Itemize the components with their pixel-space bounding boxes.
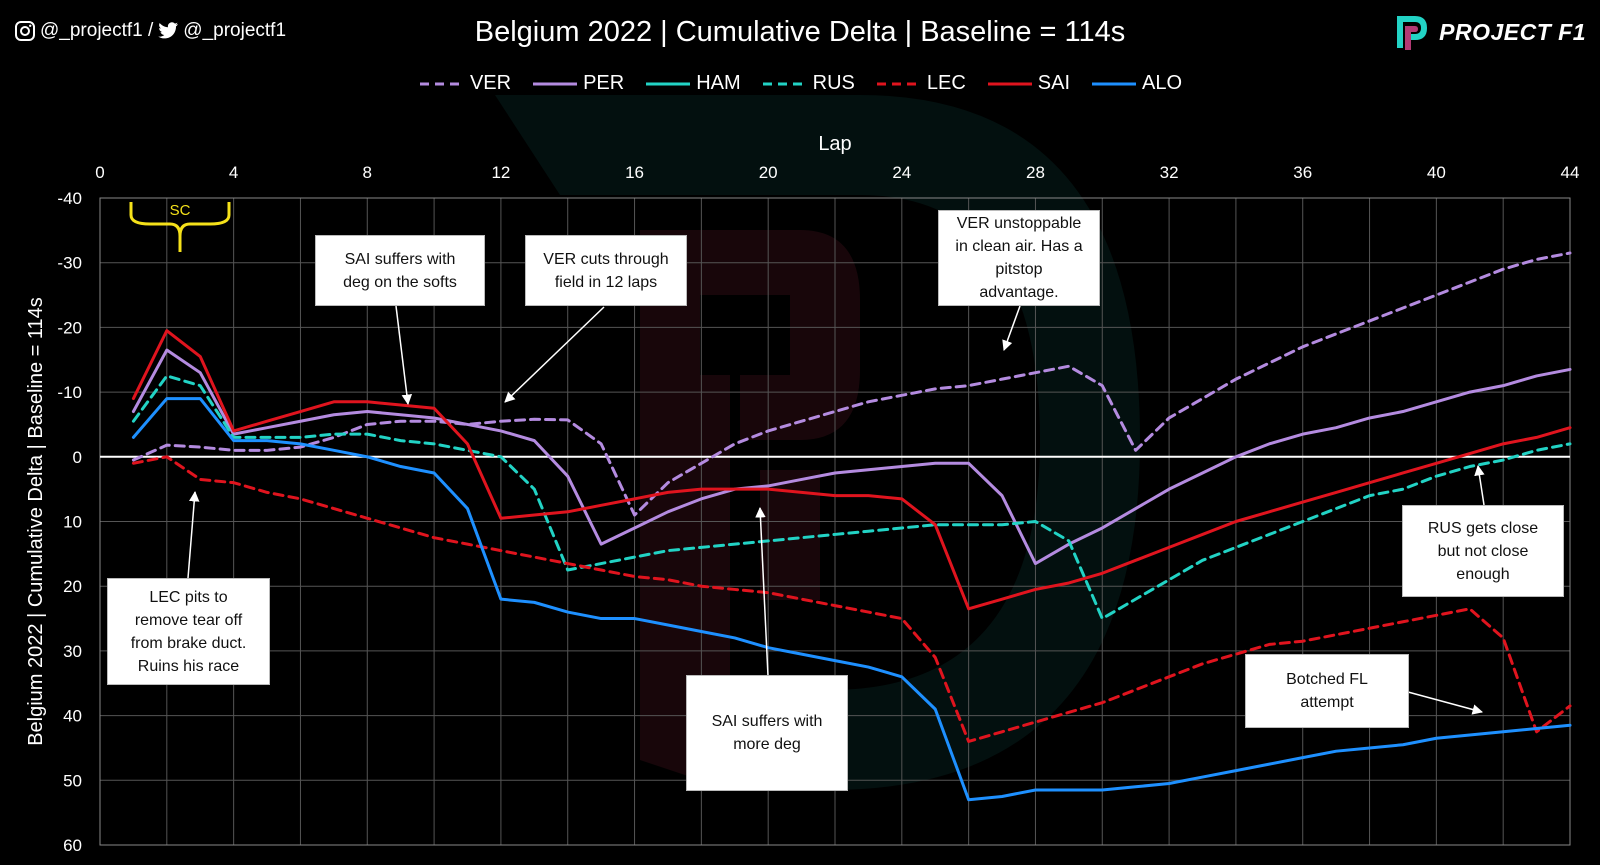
x-tick-label: 20	[759, 163, 778, 182]
y-tick-label: -30	[57, 254, 82, 273]
legend-item-lec: LEC	[875, 72, 966, 95]
series-layer	[131, 251, 1572, 802]
x-axis-label: Lap	[818, 133, 851, 155]
annotation-ver-unstoppable: VER unstoppable in clean air. Has a pits…	[938, 210, 1100, 306]
legend-item-sai: SAI	[986, 72, 1070, 95]
legend-label: LEC	[926, 72, 966, 94]
safety-car-label: SC	[170, 202, 191, 219]
series-line-sai	[131, 329, 1572, 611]
y-tick-label: 30	[63, 642, 82, 661]
annotation-sai-more-deg: SAI suffers with more deg	[686, 675, 848, 791]
x-tick-label: 28	[1026, 163, 1045, 182]
instagram-handle: @_projectf1 /	[40, 20, 154, 41]
series-line-lec	[131, 455, 1572, 743]
annotation-ver-cuts: VER cuts through field in 12 laps	[525, 235, 687, 306]
annotation-sai-softs: SAI suffers with deg on the softs	[315, 235, 485, 306]
legend-label: PER	[583, 72, 625, 94]
x-tick-label: 16	[625, 163, 644, 182]
legend-item-per: PER	[531, 72, 624, 95]
legend-item-rus: RUS	[761, 72, 855, 95]
annotation-arrows	[187, 305, 1485, 715]
y-tick-label: 0	[73, 448, 82, 467]
legend-swatch	[1092, 82, 1137, 85]
x-tick-label: 0	[95, 163, 104, 182]
y-tick-label: 50	[63, 771, 82, 790]
legend-label: ALO	[1142, 72, 1183, 94]
legend-swatch	[876, 82, 921, 85]
x-tick-label: 32	[1160, 163, 1179, 182]
series-line-alo	[131, 397, 1572, 802]
y-tick-label: -10	[57, 383, 82, 402]
x-tick-label: 24	[892, 163, 911, 182]
series-line-per	[131, 348, 1572, 566]
y-tick-label: 40	[63, 707, 82, 726]
legend-label: SAI	[1037, 72, 1071, 94]
y-tick-label: -40	[57, 189, 82, 208]
x-tick-label: 40	[1427, 163, 1446, 182]
x-tick-label: 44	[1561, 163, 1580, 182]
chart-title: Belgium 2022 | Cumulative Delta | Baseli…	[474, 16, 1126, 48]
series-line-ver	[131, 251, 1572, 517]
y-axis-label: Belgium 2022 | Cumulative Delta | Baseli…	[25, 297, 47, 746]
x-tick-label: 4	[229, 163, 238, 182]
legend-item-ham: HAM	[644, 72, 741, 95]
axes: 0 4 8 12 16 20 24 28 32 36 40 44 Lap -40 -30 -20 -10 0 10 2…	[25, 133, 1579, 855]
project-f1-logo: PROJECT F1	[1393, 12, 1586, 52]
legend-label: RUS	[812, 72, 855, 94]
legend-swatch	[646, 82, 691, 85]
y-tick-label: 10	[63, 513, 82, 532]
legend-label: HAM	[696, 72, 741, 94]
logo-text: PROJECT F1	[1439, 18, 1586, 45]
y-tick-label: -20	[57, 318, 82, 337]
instagram-icon	[15, 21, 35, 41]
y-tick-label: 60	[63, 836, 82, 855]
legend: VER PER HAM RUS LEC SAI ALO	[0, 72, 1600, 95]
grid-lines	[99, 197, 1571, 846]
x-tick-label: 8	[363, 163, 372, 182]
legend-swatch	[419, 82, 464, 85]
annotation-rus-close: RUS gets close but not close enough	[1402, 505, 1564, 597]
legend-swatch	[987, 82, 1032, 85]
annotation-botched-fl: Botched FL attempt	[1245, 654, 1409, 728]
legend-label: VER	[469, 72, 512, 94]
annotation-lec-pits: LEC pits to remove tear off from brake d…	[107, 578, 270, 685]
legend-swatch	[762, 82, 807, 85]
y-tick-label: 20	[63, 577, 82, 596]
legend-item-ver: VER	[418, 72, 511, 95]
x-tick-label: 36	[1293, 163, 1312, 182]
project-f1-logo-icon	[1397, 16, 1428, 50]
social-handles: @_projectf1 / @_projectf1	[14, 20, 286, 42]
legend-item-alo: ALO	[1090, 72, 1182, 95]
series-line-rus	[131, 374, 1572, 621]
x-tick-label: 12	[491, 163, 510, 182]
legend-swatch	[533, 82, 578, 85]
twitter-icon	[158, 22, 179, 39]
plot-frame	[99, 197, 1571, 846]
twitter-handle: @_projectf1	[183, 20, 287, 41]
safety-car-bracket: SC	[129, 202, 231, 252]
